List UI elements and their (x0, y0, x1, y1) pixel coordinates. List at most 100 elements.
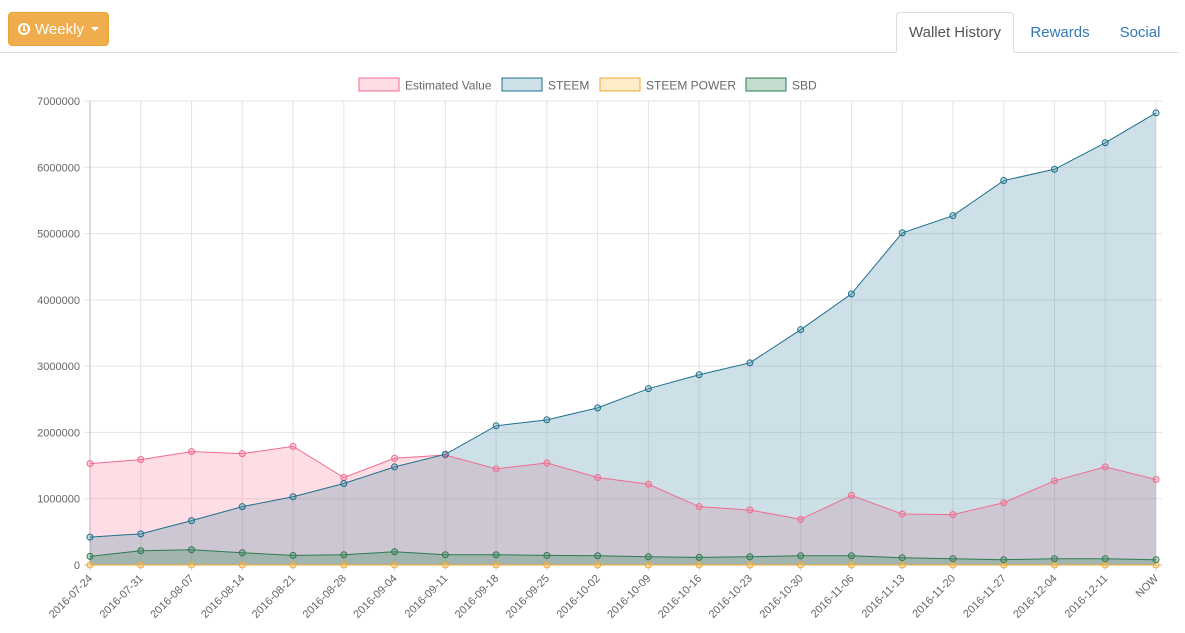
estimated-value-point[interactable] (949, 511, 957, 519)
steem-point[interactable] (492, 422, 500, 430)
estimated-value-point[interactable] (746, 506, 754, 514)
steem-power-point[interactable] (340, 561, 348, 569)
sbd-point[interactable] (1000, 556, 1008, 564)
estimated-value-point[interactable] (797, 515, 805, 523)
sbd-point[interactable] (594, 552, 602, 560)
steem-point[interactable] (289, 493, 297, 501)
steem-power-point[interactable] (238, 561, 246, 569)
estimated-value-point[interactable] (594, 474, 602, 482)
steem-power-point[interactable] (1152, 561, 1160, 569)
steem-point[interactable] (1050, 165, 1058, 173)
steem-point[interactable] (695, 371, 703, 379)
legend-label-sbd[interactable]: SBD (792, 79, 817, 93)
steem-power-point[interactable] (391, 561, 399, 569)
steem-point[interactable] (847, 290, 855, 298)
sbd-point[interactable] (86, 552, 94, 560)
estimated-value-point[interactable] (543, 459, 551, 467)
estimated-value-point[interactable] (86, 460, 94, 468)
sbd-point[interactable] (391, 548, 399, 556)
legend-swatch-sbd[interactable] (745, 77, 787, 92)
estimated-value-point[interactable] (188, 448, 196, 456)
estimated-value-point[interactable] (391, 454, 399, 462)
sbd-point[interactable] (797, 552, 805, 560)
steem-power-point[interactable] (441, 561, 449, 569)
steem-power-point[interactable] (492, 561, 500, 569)
estimated-value-point[interactable] (492, 465, 500, 473)
steem-point[interactable] (137, 530, 145, 538)
estimated-value-point[interactable] (137, 456, 145, 464)
estimated-value-point[interactable] (695, 503, 703, 511)
estimated-value-point[interactable] (644, 480, 652, 488)
estimated-value-point[interactable] (289, 442, 297, 450)
steem-point[interactable] (441, 450, 449, 458)
steem-power-point[interactable] (1101, 561, 1109, 569)
estimated-value-point[interactable] (1050, 477, 1058, 485)
steem-power-point[interactable] (1050, 561, 1058, 569)
steem-power-point[interactable] (898, 561, 906, 569)
sbd-point[interactable] (238, 549, 246, 557)
tab-rewards[interactable]: Rewards (1030, 24, 1090, 41)
steem-power-point[interactable] (847, 561, 855, 569)
steem-power-point[interactable] (594, 561, 602, 569)
steem-point[interactable] (797, 326, 805, 334)
sbd-point[interactable] (746, 553, 754, 561)
sbd-point[interactable] (289, 551, 297, 559)
estimated-value-point[interactable] (1000, 499, 1008, 507)
sbd-point[interactable] (644, 553, 652, 561)
steem-point[interactable] (340, 479, 348, 487)
sbd-point[interactable] (340, 551, 348, 559)
estimated-value-point[interactable] (1152, 475, 1160, 483)
steem-point[interactable] (1000, 177, 1008, 185)
legend-label-estimated-value[interactable]: Estimated Value (405, 79, 492, 93)
estimated-value-point[interactable] (238, 450, 246, 458)
steem-power-point[interactable] (949, 561, 957, 569)
steem-point[interactable] (86, 533, 94, 541)
steem-power-point[interactable] (289, 561, 297, 569)
sbd-point[interactable] (1152, 556, 1160, 564)
steem-point[interactable] (594, 404, 602, 412)
steem-power-point[interactable] (1000, 561, 1008, 569)
steem-point[interactable] (1152, 109, 1160, 117)
steem-point[interactable] (746, 359, 754, 367)
steem-point[interactable] (238, 503, 246, 511)
legend-label-steem-power[interactable]: STEEM POWER (646, 79, 736, 93)
steem-power-point[interactable] (797, 561, 805, 569)
sbd-point[interactable] (1050, 555, 1058, 563)
steem-point[interactable] (644, 385, 652, 393)
sbd-point[interactable] (543, 551, 551, 559)
sbd-point[interactable] (1101, 555, 1109, 563)
tab-social[interactable]: Social (1119, 24, 1161, 41)
steem-point[interactable] (1101, 139, 1109, 147)
sbd-point[interactable] (492, 551, 500, 559)
steem-point[interactable] (391, 463, 399, 471)
steem-power-point[interactable] (137, 561, 145, 569)
estimated-value-point[interactable] (340, 474, 348, 482)
estimated-value-point[interactable] (847, 491, 855, 499)
sbd-point[interactable] (695, 553, 703, 561)
steem-power-point[interactable] (86, 561, 94, 569)
estimated-value-point[interactable] (898, 510, 906, 518)
steem-power-point[interactable] (746, 561, 754, 569)
sbd-point[interactable] (137, 547, 145, 555)
steem-power-point[interactable] (644, 561, 652, 569)
steem-power-point[interactable] (695, 561, 703, 569)
steem-power-point[interactable] (188, 561, 196, 569)
legend-swatch-estimated-value[interactable] (358, 77, 400, 92)
tab-wallet-history[interactable]: Wallet History (896, 12, 1014, 53)
steem-point[interactable] (898, 229, 906, 237)
steem-point[interactable] (543, 416, 551, 424)
legend-swatch-steem-power[interactable] (599, 77, 641, 92)
legend-swatch-steem[interactable] (501, 77, 543, 92)
sbd-point[interactable] (847, 552, 855, 560)
estimated-value-point[interactable] (1101, 463, 1109, 471)
sbd-point[interactable] (949, 555, 957, 563)
weekly-period-button[interactable]: Weekly (8, 12, 109, 46)
steem-point[interactable] (949, 212, 957, 220)
legend-label-steem[interactable]: STEEM (548, 79, 589, 93)
steem-power-point[interactable] (543, 561, 551, 569)
sbd-point[interactable] (441, 551, 449, 559)
sbd-point[interactable] (188, 546, 196, 554)
y-tick-label: 1000000 (37, 494, 80, 506)
steem-point[interactable] (188, 517, 196, 525)
sbd-point[interactable] (898, 554, 906, 562)
